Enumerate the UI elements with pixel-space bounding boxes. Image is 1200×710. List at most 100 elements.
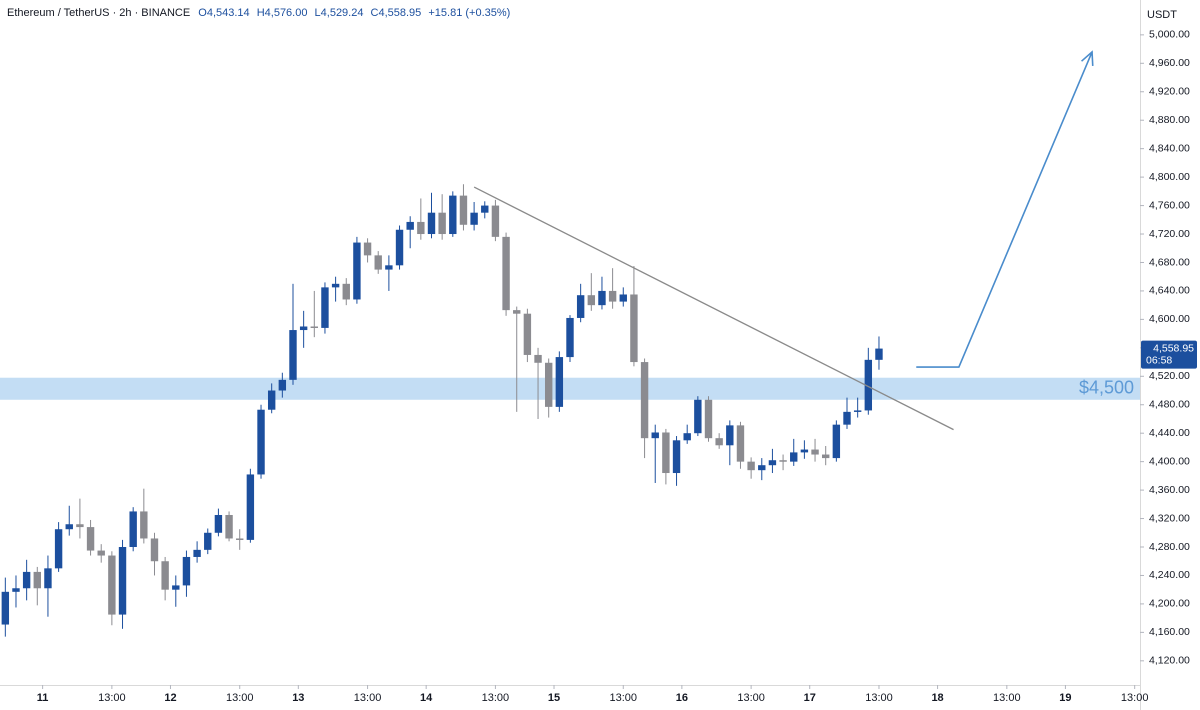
y-tick-label: 4,320.00: [1149, 512, 1190, 524]
candle-body: [555, 357, 564, 407]
candle-body: [651, 432, 659, 439]
candle-body: [491, 205, 500, 237]
candle-body: [832, 424, 841, 459]
candle-body: [129, 511, 137, 548]
candle-body: [86, 527, 95, 551]
candle-body: [800, 449, 809, 453]
x-tick-label: 12: [164, 692, 176, 704]
candle-body: [715, 438, 723, 446]
x-tick-label: 13:00: [737, 692, 765, 704]
candle-body: [619, 294, 627, 302]
y-tick-label: 4,600.00: [1149, 313, 1190, 325]
y-tick-label: 4,760.00: [1149, 199, 1190, 211]
x-tick-label: 18: [931, 692, 943, 704]
candle-body: [544, 362, 553, 407]
candle-body: [321, 287, 329, 328]
x-tick-label: 19: [1059, 692, 1071, 704]
price-tag: [1141, 340, 1197, 369]
candle-body: [683, 433, 691, 441]
candle-body: [608, 290, 617, 302]
candle-body: [150, 538, 159, 562]
candle-body: [513, 310, 521, 314]
ohlc-high: H4,576.00: [256, 7, 308, 19]
y-tick-label: 4,240.00: [1149, 569, 1190, 581]
y-tick-label: 4,800.00: [1149, 171, 1190, 183]
candle-body: [1, 591, 10, 625]
candle-body: [694, 399, 702, 434]
candle-body: [289, 330, 297, 380]
y-tick-label: 4,920.00: [1149, 86, 1190, 98]
ohlc-change: +15.81 (+0.35%): [428, 7, 511, 19]
candle-body: [257, 409, 265, 475]
x-tick-label: 16: [676, 692, 688, 704]
candle-body: [598, 290, 606, 306]
candle-body: [822, 454, 830, 459]
candle-body: [726, 425, 734, 446]
candle-body: [768, 460, 777, 466]
ohlc-open: O4,543.14: [198, 7, 250, 19]
candle-body: [587, 295, 596, 306]
candle-body: [299, 326, 308, 331]
candle-body: [843, 411, 851, 425]
trendline: [473, 186, 954, 431]
candle-body: [76, 524, 84, 528]
candle-body: [22, 571, 31, 589]
candle-body: [12, 588, 20, 592]
ohlc-close: C4,558.95: [370, 7, 422, 19]
candle-body: [534, 354, 542, 363]
candle-body: [246, 474, 255, 540]
candle-body: [118, 547, 127, 615]
x-tick-label: 11: [37, 692, 49, 704]
candle-body: [182, 556, 191, 586]
candle-body: [427, 212, 436, 235]
candle-body: [470, 212, 478, 225]
x-tick-label: 13:00: [482, 692, 510, 704]
candle-body: [406, 221, 414, 230]
y-tick-label: 4,640.00: [1149, 285, 1190, 297]
y-tick-label: 4,520.00: [1149, 370, 1190, 382]
candle-body: [481, 205, 489, 213]
zone-label: $4,500: [1079, 377, 1134, 397]
candle-body: [662, 432, 670, 474]
candle-body: [576, 295, 585, 318]
candle-body: [790, 452, 798, 462]
candle-body: [342, 283, 350, 300]
candle-body: [363, 242, 372, 256]
y-tick-label: 4,720.00: [1149, 228, 1190, 240]
y-tick-label: 5,000.00: [1149, 29, 1190, 41]
candle-body: [108, 555, 116, 615]
y-tick-label: 4,480.00: [1149, 399, 1190, 411]
ohlc-low: L4,529.24: [314, 7, 364, 19]
candle-body: [449, 195, 457, 235]
candle-body: [566, 317, 574, 358]
candle-body: [502, 236, 510, 311]
support-zone: [0, 377, 1140, 400]
candle-body: [140, 511, 148, 539]
candle-body: [310, 326, 318, 328]
candle-body: [395, 229, 404, 266]
projection-arrow: [916, 51, 1093, 368]
candle-body: [331, 283, 340, 288]
candle-body: [65, 524, 73, 530]
x-tick-label: 17: [804, 692, 816, 704]
x-tick-label: 15: [548, 692, 560, 704]
y-tick-label: 4,400.00: [1149, 455, 1190, 467]
candle-body: [630, 294, 638, 363]
candle-body: [758, 465, 766, 471]
y-tick-label: 4,960.00: [1149, 57, 1190, 69]
candle-body: [523, 313, 532, 355]
x-tick-label: 13:00: [98, 692, 126, 704]
y-tick-label: 4,440.00: [1149, 427, 1190, 439]
y-tick-label: 4,360.00: [1149, 484, 1190, 496]
candle-body: [864, 359, 873, 411]
candle-body: [204, 532, 212, 550]
candle-body: [385, 265, 393, 270]
candle-body: [747, 461, 755, 471]
x-tick-label: 13:00: [610, 692, 638, 704]
candle-body: [353, 242, 361, 300]
x-tick-label: 13:00: [1121, 692, 1149, 704]
candle-body: [97, 550, 105, 556]
candle-body: [54, 529, 63, 569]
